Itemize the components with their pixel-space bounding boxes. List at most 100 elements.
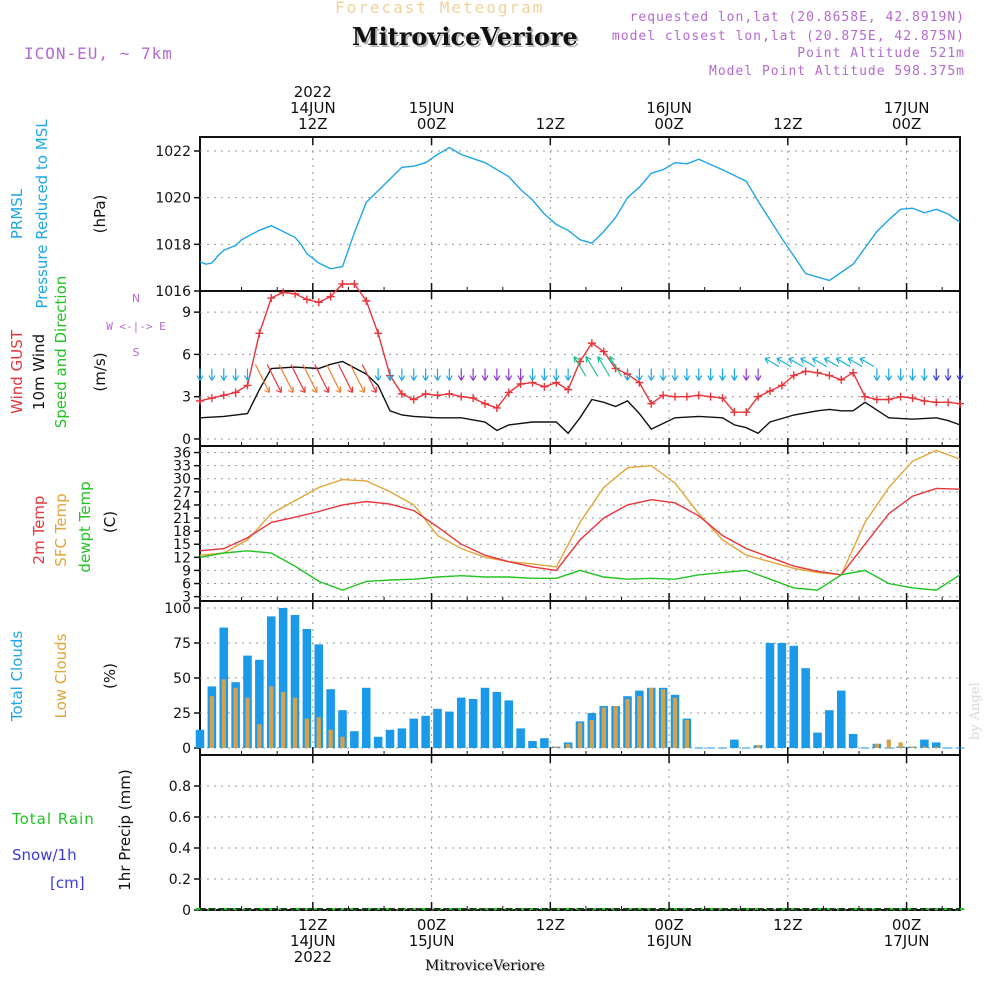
wind-direction-arrow (956, 368, 964, 381)
gust-marker (920, 396, 929, 405)
gust-marker (492, 403, 501, 412)
top-time-label: 00Z (892, 115, 921, 133)
gust-marker (457, 392, 466, 401)
low-cloud-bar (340, 736, 345, 748)
low-cloud-bar (221, 679, 226, 748)
top-time-label: 17JUN (884, 99, 930, 117)
gust-marker (504, 388, 513, 397)
wind-direction-arrow (683, 368, 691, 381)
top-time-label: 15JUN (409, 99, 455, 117)
gust-marker (671, 392, 679, 401)
requested-coordinates: requested lon,lat (20.8658E, 42.8919N) (629, 10, 965, 25)
wind-direction-arrow (220, 368, 228, 381)
low-cloud-bar (209, 696, 215, 748)
total-cloud-bar (421, 715, 430, 748)
low-cloud-bar (233, 687, 238, 748)
total-cloud-bar (385, 729, 395, 748)
gust-marker (516, 380, 525, 388)
total-cloud-bar (540, 738, 549, 748)
gust-marker (196, 396, 204, 405)
y-tick-label: 50 (173, 671, 191, 687)
top-time-label: 14JUN (290, 99, 336, 117)
y-tick-label: 0.8 (169, 779, 191, 795)
y-tick-label: 100 (164, 601, 191, 617)
wind-direction-arrow (349, 364, 365, 394)
wind-direction-arrow (457, 368, 465, 381)
y-tick-label: 1020 (155, 191, 191, 207)
low-cloud-bar (886, 739, 891, 748)
clouds-total-label: Total Clouds (8, 631, 26, 723)
rain-bar (789, 908, 798, 910)
rain-bar (563, 908, 573, 910)
rain-bar (742, 908, 751, 910)
wind-direction-arrow (290, 364, 306, 394)
gust-marker (849, 368, 858, 377)
clouds-low-label: Low Clouds (52, 633, 70, 718)
temp-2m-label: 2m Temp (30, 496, 48, 565)
bottom-time-label: 15JUN (409, 932, 455, 950)
bottom-time-label: 16JUN (646, 932, 692, 950)
wind-direction-arrow (859, 356, 875, 368)
gust-marker (777, 381, 786, 390)
gust-marker (659, 391, 668, 400)
y-tick-label: 15 (173, 537, 191, 553)
rain-bar (635, 908, 644, 910)
rain-bar (373, 908, 383, 910)
total-cloud-bar (528, 741, 537, 748)
2m-temp-line (199, 487, 961, 576)
wind-direction-arrow (742, 368, 750, 381)
pressure-label-msl: Pressure Reduced to MSL (33, 119, 51, 309)
y-tick-label: 0.6 (169, 810, 191, 826)
wind-direction-arrow (585, 355, 599, 377)
low-cloud-bar (637, 696, 642, 748)
wind-legend-south: S (133, 346, 140, 359)
gust-marker (754, 392, 763, 401)
total-cloud-bar (445, 711, 454, 748)
low-cloud-bar (589, 720, 595, 748)
footer-location: MitroviceVeriore (425, 958, 545, 974)
y-tick-label: 0 (182, 741, 191, 757)
bottom-time-label: 00Z (417, 916, 446, 934)
wind-direction-arrow (528, 368, 537, 381)
low-cloud-bar (304, 718, 310, 748)
point-altitude: Point Altitude 521m (797, 46, 965, 61)
total-cloud-bar (361, 687, 371, 748)
total-cloud-bar (730, 739, 739, 748)
temp-dewpt-label: dewpt Temp (76, 481, 94, 572)
rain-bar (302, 908, 312, 910)
panel-frame (199, 136, 961, 292)
bottom-time-label: 12Z (773, 916, 802, 934)
wind-direction-arrow (386, 368, 394, 381)
gust-marker (481, 399, 489, 408)
gust-marker (374, 329, 383, 338)
y-tick-label: 0 (182, 903, 191, 919)
wind-direction-arrow (647, 368, 655, 381)
wind-direction-arrow (635, 368, 643, 381)
low-cloud-bar (922, 746, 927, 748)
gust-marker (267, 294, 276, 303)
gust-marker (469, 394, 478, 403)
total-cloud-bar (338, 710, 347, 748)
rain-bar (528, 908, 537, 910)
wind-direction-arrow (505, 368, 513, 381)
wind-direction-arrow (835, 356, 851, 368)
wind-direction-arrow (788, 356, 804, 368)
wind-direction-arrow (398, 368, 406, 381)
gust-marker (255, 329, 264, 338)
wind-direction-arrow (517, 368, 525, 381)
low-cloud-bar (257, 724, 262, 748)
gust-marker (872, 395, 881, 404)
wind-direction-arrow (800, 356, 815, 368)
wind-direction-arrow (707, 368, 715, 381)
wind-direction-arrow (718, 368, 727, 381)
closest-coordinates: model closest lon,lat (20.875E, 42.875N) (611, 29, 965, 44)
wind-direction-arrow (823, 356, 839, 368)
gust-marker (682, 392, 691, 401)
total-cloud-bar (468, 699, 478, 748)
low-cloud-bar (755, 745, 761, 748)
low-cloud-bar (554, 746, 559, 748)
wind-direction-arrow (659, 368, 667, 381)
gust-marker (837, 375, 846, 384)
low-cloud-bar (910, 746, 915, 748)
